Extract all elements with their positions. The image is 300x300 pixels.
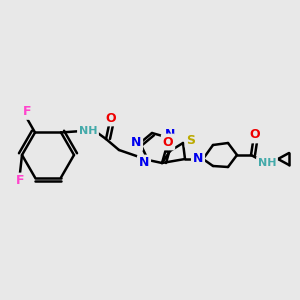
- Text: N: N: [165, 128, 175, 142]
- Text: N: N: [131, 136, 141, 149]
- Text: N: N: [193, 152, 203, 166]
- Text: N: N: [139, 157, 149, 169]
- Text: O: O: [250, 128, 260, 142]
- Text: NH: NH: [258, 158, 276, 168]
- Text: O: O: [163, 136, 173, 148]
- Text: S: S: [187, 134, 196, 146]
- Text: O: O: [106, 112, 116, 124]
- Text: F: F: [23, 105, 31, 118]
- Text: NH: NH: [79, 126, 97, 136]
- Text: F: F: [16, 175, 24, 188]
